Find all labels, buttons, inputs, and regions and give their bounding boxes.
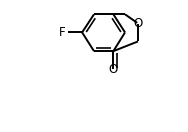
Text: O: O [133,17,143,30]
Text: F: F [59,26,66,39]
Text: O: O [109,63,118,76]
